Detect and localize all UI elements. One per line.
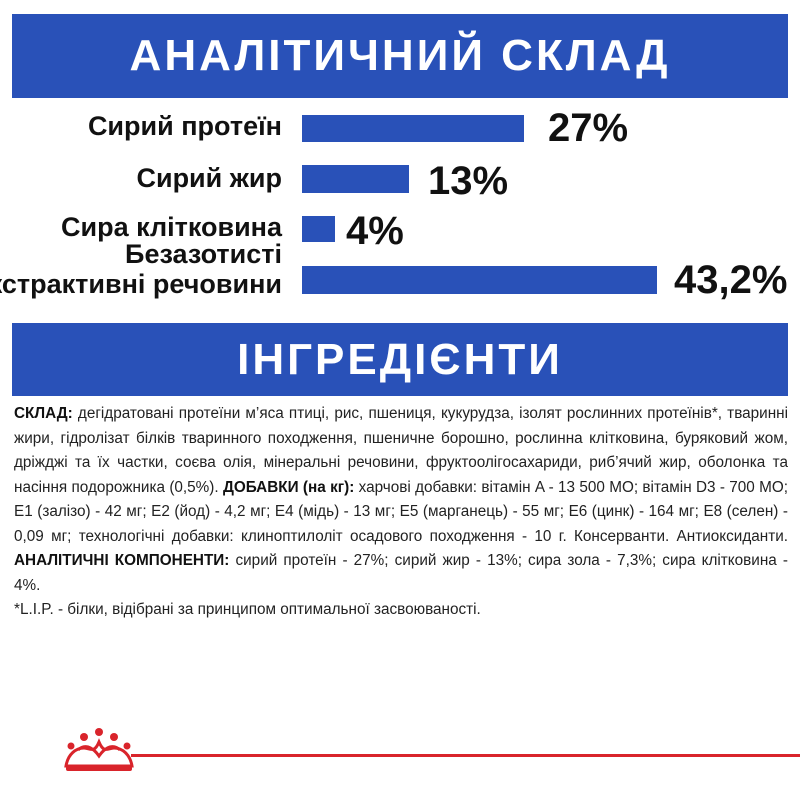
additives-text: харчові добавки: вітамін A - 13 500 МО; … bbox=[14, 478, 788, 545]
components-text: сирий протеїн - 27%; сирий жир - 13%; си… bbox=[14, 552, 788, 594]
protein-bar bbox=[302, 115, 524, 142]
fiber-label: Сира клітковина bbox=[61, 212, 282, 242]
composition-text: дегідратовані протеїни м’яса птиці, рис,… bbox=[14, 405, 788, 496]
fiber-bar bbox=[302, 216, 335, 242]
protein-value: 27% bbox=[548, 106, 629, 150]
ingredients-text: СКЛАД: дегідратовані протеїни м’яса птиц… bbox=[14, 402, 788, 623]
additives-label: ДОБАВКИ (на кг): bbox=[222, 478, 355, 496]
fat-bar bbox=[302, 165, 409, 193]
components-label: АНАЛІТИЧНІ КОМПОНЕНТИ: bbox=[14, 552, 230, 569]
composition-label: СКЛАД: bbox=[14, 405, 73, 422]
nfe-label-line1: Безазотисті bbox=[125, 239, 282, 269]
fat-value: 13% bbox=[428, 159, 509, 203]
footer-divider bbox=[131, 754, 800, 757]
fiber-value: 4% bbox=[346, 209, 404, 253]
protein-label: Сирий протеїн bbox=[87, 111, 282, 141]
ingredients-title: ІНГРЕДІЄНТИ bbox=[12, 323, 788, 396]
nfe-label-line2: екстрактивні речовини bbox=[0, 269, 282, 299]
footnote: *L.I.P. - білки, відібрані за принципом … bbox=[14, 601, 481, 618]
crown-icon bbox=[64, 728, 134, 771]
nfe-bar bbox=[302, 266, 657, 294]
analytical-title: АНАЛІТИЧНИЙ СКЛАД bbox=[12, 14, 788, 98]
nfe-value: 43,2% bbox=[674, 258, 788, 302]
fat-label: Сирий жир bbox=[136, 163, 282, 193]
